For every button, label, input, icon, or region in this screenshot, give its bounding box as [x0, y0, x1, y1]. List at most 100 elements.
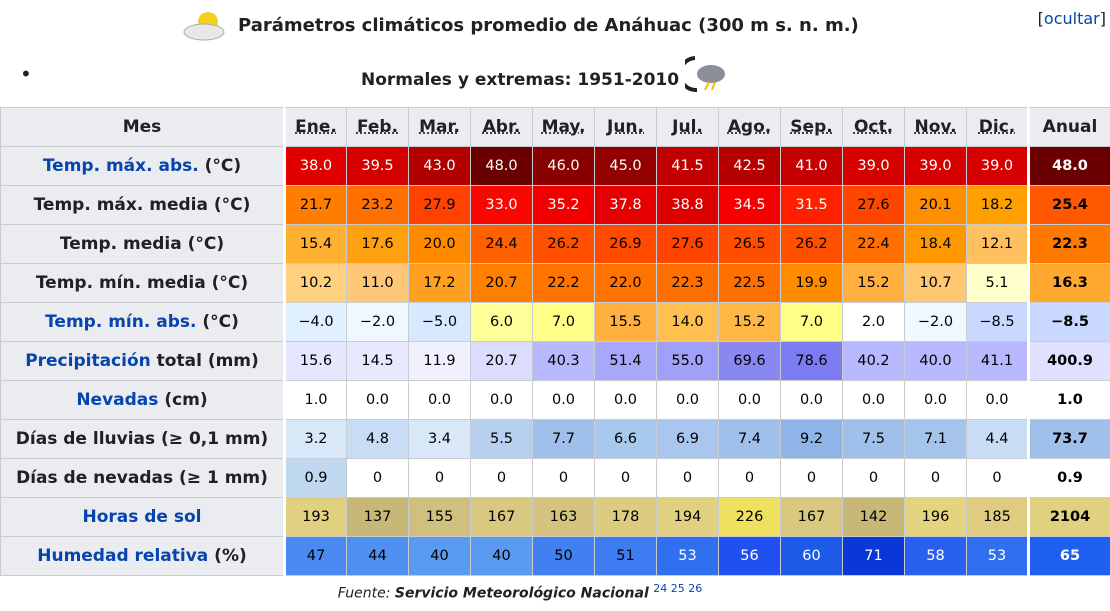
month-header: Dic. [966, 107, 1029, 147]
annual-header: Anual [1027, 107, 1110, 147]
value-cell: 3.2 [283, 419, 347, 459]
toggle: [ocultar] [1038, 9, 1106, 28]
value-cell: 39.5 [346, 146, 409, 186]
value-cell: 40 [408, 536, 471, 576]
row-label-text: (°C) [196, 312, 239, 332]
row-label-text: Temp. media (°C) [59, 234, 225, 254]
value-cell: 0 [656, 458, 719, 498]
header-row: Mes Ene. Feb. Mar. Abr. May. Jun. Jul. Ago. Sep. O… [0, 107, 1110, 147]
value-cell: 7.7 [532, 419, 595, 459]
value-cell: 51 [594, 536, 657, 576]
value-cell: 44 [346, 536, 409, 576]
row-label-link[interactable]: Temp. máx. abs. [42, 156, 199, 176]
ref-link[interactable]: 25 [670, 582, 685, 595]
value-cell: 20.1 [904, 185, 967, 225]
annual-cell: 73.7 [1027, 419, 1110, 459]
row-label: Temp. mín. abs. (°C) [0, 302, 285, 342]
value-cell: 3.4 [408, 419, 471, 459]
storm-icon [678, 56, 726, 93]
value-cell: 0.0 [780, 380, 843, 420]
value-cell: 194 [656, 497, 719, 537]
value-cell: 27.9 [408, 185, 471, 225]
value-cell: 178 [594, 497, 657, 537]
value-cell: 48.0 [470, 146, 533, 186]
value-cell: 20.0 [408, 224, 471, 264]
data-row: Temp. media (°C) 15.4 17.6 20.0 24.4 26.2 26.9… [0, 224, 1110, 264]
value-cell: −2.0 [904, 302, 967, 342]
data-row: Temp. mín. media (°C) 10.2 11.0 17.2 20.7 22.… [0, 263, 1110, 303]
title: Parámetros climáticos promedio de Anáhua… [238, 15, 859, 36]
value-cell: 53 [656, 536, 719, 576]
row-label-link[interactable]: Precipitación [25, 351, 151, 371]
value-cell: 15.5 [594, 302, 657, 342]
value-cell: 69.6 [718, 341, 781, 381]
ref-link[interactable]: 26 [688, 582, 703, 595]
month-header: Sep. [780, 107, 843, 147]
header: Parámetros climáticos promedio de Anáhua… [0, 0, 1110, 107]
value-cell: 47 [283, 536, 347, 576]
value-cell: 15.2 [718, 302, 781, 342]
row-label-text: Temp. mín. media (°C) [35, 273, 249, 293]
value-cell: 19.9 [780, 263, 843, 303]
row-label-text: Temp. máx. media (°C) [33, 195, 251, 215]
value-cell: 0.0 [532, 380, 595, 420]
value-cell: 0.0 [594, 380, 657, 420]
row-label-link[interactable]: Temp. mín. abs. [45, 312, 197, 332]
corner: Mes [0, 107, 285, 147]
value-cell: 43.0 [408, 146, 471, 186]
value-cell: 0 [966, 458, 1029, 498]
toggle-link[interactable]: ocultar [1043, 9, 1100, 28]
month-header: Abr. [470, 107, 533, 147]
annual-cell: 25.4 [1027, 185, 1110, 225]
refs: 24 25 26 [653, 582, 702, 595]
annual-cell: −8.5 [1027, 302, 1110, 342]
value-cell: 1.0 [283, 380, 347, 420]
value-cell: 0.0 [470, 380, 533, 420]
value-cell: 6.6 [594, 419, 657, 459]
row-label: Temp. máx. abs. (°C) [0, 146, 285, 186]
row-label-text: Días de lluvias (≥ 0,1 mm) [15, 429, 269, 449]
value-cell: 40.0 [904, 341, 967, 381]
value-cell: 5.5 [470, 419, 533, 459]
data-row: Humedad relativa (%) 47 44 40 40 50 51 53 56 60 71… [0, 536, 1110, 576]
bracket: ] [1099, 9, 1106, 28]
month-header: May. [532, 107, 595, 147]
value-cell: 22.5 [718, 263, 781, 303]
value-cell: 10.2 [283, 263, 347, 303]
annual-cell: 2104 [1027, 497, 1110, 537]
annual-cell: 400.9 [1027, 341, 1110, 381]
month-header: Nov. [904, 107, 967, 147]
value-cell: 27.6 [656, 224, 719, 264]
row-label-link[interactable]: Humedad relativa [37, 546, 209, 566]
row-label-link[interactable]: Nevadas [76, 390, 159, 410]
value-cell: 167 [780, 497, 843, 537]
value-cell: −8.5 [966, 302, 1029, 342]
value-cell: 6.0 [470, 302, 533, 342]
value-cell: 15.2 [842, 263, 905, 303]
row-label-text: total (mm) [150, 351, 259, 371]
month-header: Jul. [656, 107, 719, 147]
value-cell: 17.2 [408, 263, 471, 303]
value-cell: 53 [966, 536, 1029, 576]
data-row: Horas de sol 193 137 155 167 163 178 194 226 167 1… [0, 497, 1110, 537]
value-cell: 39.0 [966, 146, 1029, 186]
value-cell: 0.0 [966, 380, 1029, 420]
ref-link[interactable]: 24 [653, 582, 668, 595]
row-label: Temp. mín. media (°C) [0, 263, 285, 303]
annual-cell: 0.9 [1027, 458, 1110, 498]
value-cell: 0 [346, 458, 409, 498]
value-cell: 45.0 [594, 146, 657, 186]
value-cell: 137 [346, 497, 409, 537]
value-cell: 14.0 [656, 302, 719, 342]
value-cell: 40 [470, 536, 533, 576]
row-label-link[interactable]: Horas de sol [82, 507, 202, 527]
value-cell: 15.4 [283, 224, 347, 264]
value-cell: 0.0 [656, 380, 719, 420]
value-cell: 167 [470, 497, 533, 537]
value-cell: 22.3 [656, 263, 719, 303]
value-cell: 5.1 [966, 263, 1029, 303]
data-row: Precipitación total (mm) 15.6 14.5 11.9 20.7… [0, 341, 1110, 381]
value-cell: 7.0 [532, 302, 595, 342]
value-cell: 17.6 [346, 224, 409, 264]
value-cell: 0 [842, 458, 905, 498]
